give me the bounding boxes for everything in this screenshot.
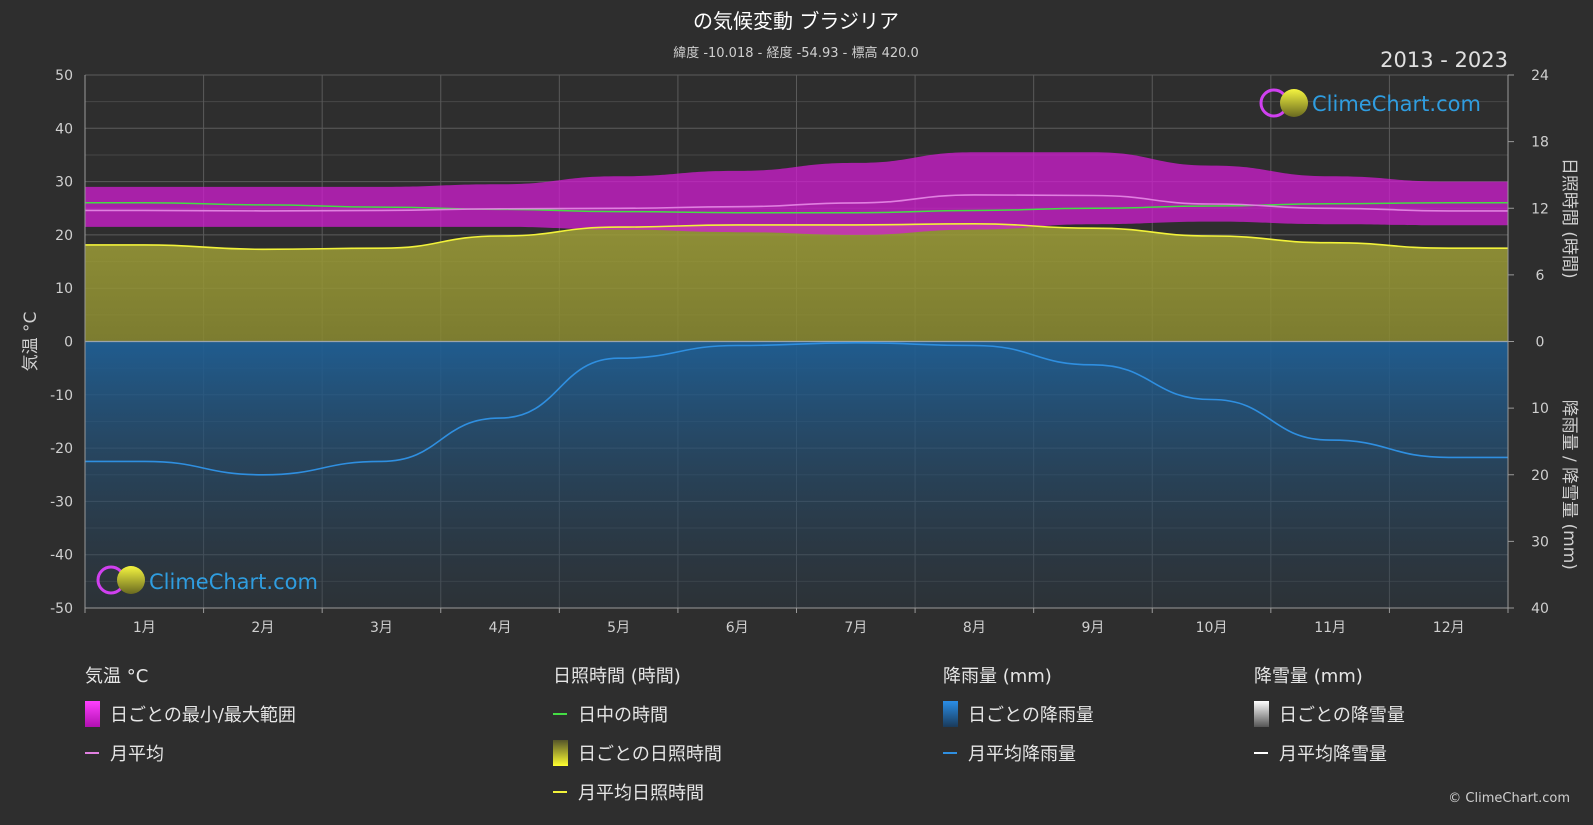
right-tick-label: 40	[1531, 601, 1549, 617]
legend-heading: 降雨量 (mm)	[943, 666, 1052, 687]
right-tick-label: 6	[1536, 268, 1545, 284]
copyright: © ClimeChart.com	[1448, 791, 1570, 806]
logo-bottom: ClimeChart.com	[96, 565, 318, 595]
rain-daily-swatch	[943, 701, 958, 727]
legend-heading: 日照時間 (時間)	[553, 666, 681, 687]
right-top-axis-title: 日照時間 (時間)	[1559, 158, 1579, 279]
left-tick-label: 20	[55, 228, 73, 244]
left-tick-label: 40	[55, 121, 73, 137]
chart-subtitle: 緯度 -10.018 - 経度 -54.93 - 標高 420.0	[673, 45, 919, 61]
legend-item-label: 日中の時間	[578, 705, 668, 726]
sunshine-area	[85, 223, 1508, 342]
month-label: 7月	[844, 620, 867, 636]
legend-heading: 気温 °C	[85, 666, 148, 687]
plot-area	[84, 74, 1509, 609]
left-tick-label: 0	[64, 335, 73, 351]
month-label: 1月	[133, 620, 156, 636]
legend-item-label: 日ごとの最小/最大範囲	[110, 705, 296, 726]
legend-item-label: 日ごとの降雪量	[1279, 705, 1405, 726]
month-label: 12月	[1433, 620, 1465, 636]
month-label: 6月	[726, 620, 749, 636]
right-tick-label: 10	[1531, 401, 1549, 417]
temperature-range-band	[85, 152, 1508, 235]
left-tick-label: -30	[50, 494, 73, 510]
sunshine-daily-swatch	[553, 740, 568, 766]
right-tick-label: 24	[1531, 68, 1549, 84]
legend-item-label: 月平均	[110, 744, 164, 765]
chart-title: の気候変動 ブラジリア	[693, 9, 899, 33]
left-tick-label: 50	[55, 68, 73, 84]
left-tick-label: -40	[50, 548, 73, 564]
left-tick-label: -20	[50, 441, 73, 457]
right-tick-label: 20	[1531, 468, 1549, 484]
legend-item-label: 月平均日照時間	[578, 783, 704, 804]
temperature-range-swatch	[85, 701, 100, 727]
axes: 50 40 30 20 10 0 -10 -20 -30 -40 -50 24 18 12 6 0 10 20 30…	[21, 68, 1579, 636]
rain-mean-line	[85, 341, 1508, 476]
brand-name-top: ClimeChart.com	[1312, 92, 1481, 116]
logo-top: ClimeChart.com	[1259, 88, 1481, 118]
snow-daily-swatch	[1254, 701, 1269, 727]
legend-item-label: 日ごとの日照時間	[578, 744, 722, 765]
right-tick-label: 12	[1531, 201, 1549, 217]
daylight-line	[85, 201, 1508, 214]
right-tick-label: 18	[1531, 135, 1549, 151]
logo-sun-icon	[1280, 89, 1308, 117]
right-tick-label: 0	[1536, 335, 1545, 351]
left-tick-label: -50	[50, 601, 73, 617]
month-label: 3月	[370, 620, 393, 636]
month-label: 11月	[1314, 620, 1346, 636]
legend-item-label: 月平均降雨量	[968, 744, 1076, 765]
left-tick-label: 10	[55, 281, 73, 297]
month-label: 10月	[1196, 620, 1228, 636]
sunshine-mean-line	[85, 222, 1508, 251]
legend-item-label: 月平均降雪量	[1279, 744, 1387, 765]
rain-area	[85, 341, 1508, 608]
year-range: 2013 - 2023	[1380, 48, 1508, 72]
month-label: 2月	[251, 620, 274, 636]
month-label: 9月	[1081, 620, 1104, 636]
left-tick-label: 30	[55, 175, 73, 191]
right-bottom-axis-title: 降雨量 / 降雪量 (mm)	[1559, 400, 1579, 570]
brand-name-bottom: ClimeChart.com	[149, 570, 318, 594]
month-label: 4月	[489, 620, 512, 636]
left-axis-title: 気温 °C	[21, 312, 41, 372]
legend-item-label: 日ごとの降雨量	[968, 705, 1094, 726]
left-tick-label: -10	[50, 388, 73, 404]
logo-sun-icon	[117, 566, 145, 594]
legend-heading: 降雪量 (mm)	[1254, 666, 1363, 687]
temperature-mean-line	[85, 194, 1509, 212]
month-label: 5月	[607, 620, 630, 636]
month-label: 8月	[963, 620, 986, 636]
right-tick-label: 30	[1531, 534, 1549, 550]
